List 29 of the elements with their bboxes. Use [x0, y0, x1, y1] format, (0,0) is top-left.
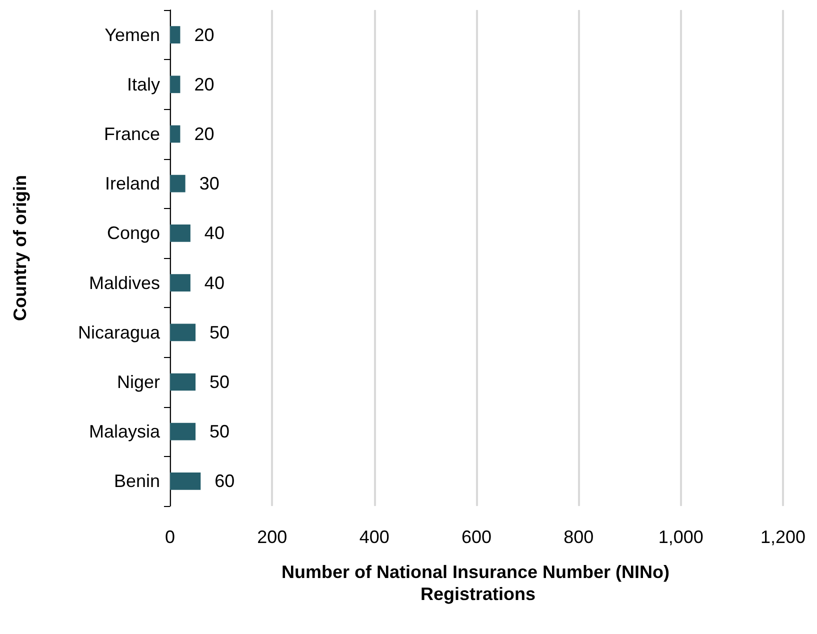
x-axis-title: Number of National Insurance Number (NINo) Registrations [281, 562, 675, 604]
data-label: 20 [194, 24, 214, 45]
x-tick-label: 800 [564, 527, 594, 547]
data-label: 50 [210, 322, 230, 342]
x-tick-label: 1,000 [658, 527, 704, 547]
y-tick-label: Maldives [88, 272, 160, 293]
data-label: 40 [204, 223, 224, 244]
data-label: 30 [199, 174, 220, 194]
y-tick-label: Italy [126, 74, 160, 94]
y-tick-label: Yemen [104, 24, 160, 45]
data-label: 20 [194, 124, 214, 144]
data-label: 60 [214, 471, 235, 492]
data-label: 20 [194, 74, 214, 94]
x-tick-label: 600 [461, 527, 492, 547]
data-label: 50 [210, 422, 230, 442]
y-tick-label: Niger [116, 372, 160, 392]
data-label: 50 [210, 372, 230, 392]
data-label: 40 [204, 272, 224, 293]
y-tick-label: Malaysia [88, 422, 161, 442]
y-axis-title: Country of origin [10, 175, 30, 321]
y-tick-label: Nicaragua [78, 322, 161, 342]
x-tick-label: 0 [164, 527, 176, 547]
x-tick-label: 400 [359, 527, 390, 547]
y-tick-label: Ireland [104, 174, 160, 194]
y-tick-label: France [104, 124, 160, 144]
y-tick-label: Congo [106, 223, 160, 244]
x-tick-label: 1,200 [760, 527, 806, 547]
x-tick-label: 200 [257, 527, 288, 547]
y-tick-label: Benin [114, 471, 160, 492]
